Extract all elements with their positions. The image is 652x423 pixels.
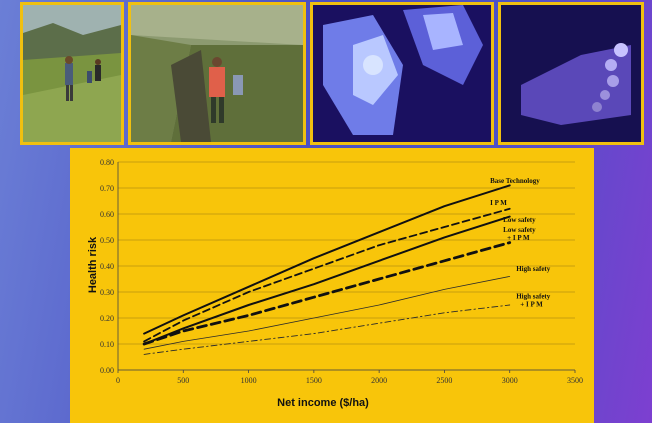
series-label: + I P M [507,234,530,242]
y-tick-label: 0.20 [100,314,114,323]
series-line-4 [143,275,511,350]
photo-uv-residue-on-hands [310,2,494,145]
y-tick-label: 0.40 [100,262,114,271]
series-label: Low safety [503,226,536,234]
x-tick-label: 3500 [567,376,583,385]
y-tick-label: 0.50 [100,236,114,245]
series-label: Low safety [503,216,536,224]
axes: 0.00 0.10 0.20 0.30 0.40 0.50 0.60 0.70 0.80 0 500… [100,158,583,385]
series-line-1 [143,207,511,343]
y-tick-label: 0.10 [100,340,114,349]
series-label: Base Technology [490,177,540,185]
grid-lines [118,161,575,371]
photo-farmer-spraying-field [128,2,306,145]
y-tick-label: 0.80 [100,158,114,167]
x-axis-title: Net income ($/ha) [277,397,369,409]
y-tick-label: 0.60 [100,210,114,219]
series-label: High safety [516,265,551,273]
series-labels: Base Technology I P M Low safety Low safety… [490,177,551,309]
series-label: High safety [516,293,551,301]
series-lines [142,184,512,355]
photo-farmers-on-hillside [20,2,124,145]
y-tick-label: 0.30 [100,288,114,297]
x-tick-label: 2000 [371,376,387,385]
series-label: + I P M [520,301,543,309]
y-axis-title: Health risk [87,236,99,293]
x-tick-label: 3000 [502,376,518,385]
photo-uv-residue-on-feet [498,2,644,145]
y-tick-label: 0.00 [100,366,114,375]
x-tick-label: 1500 [306,376,322,385]
x-tick-label: 2500 [436,376,452,385]
chart-panel: 0.00 0.10 0.20 0.30 0.40 0.50 0.60 0.70 0.80 0 500… [70,148,594,423]
y-tick-label: 0.70 [100,184,114,193]
series-label: I P M [490,199,507,207]
series-line-3 [142,241,512,346]
series-line-0 [143,184,511,335]
series-line-5 [143,304,511,355]
health-risk-chart: 0.00 0.10 0.20 0.30 0.40 0.50 0.60 0.70 0.80 0 500… [87,158,583,409]
x-tick-label: 1000 [241,376,257,385]
x-tick-label: 0 [116,376,120,385]
x-tick-label: 500 [177,376,189,385]
series-line-2 [143,215,511,345]
